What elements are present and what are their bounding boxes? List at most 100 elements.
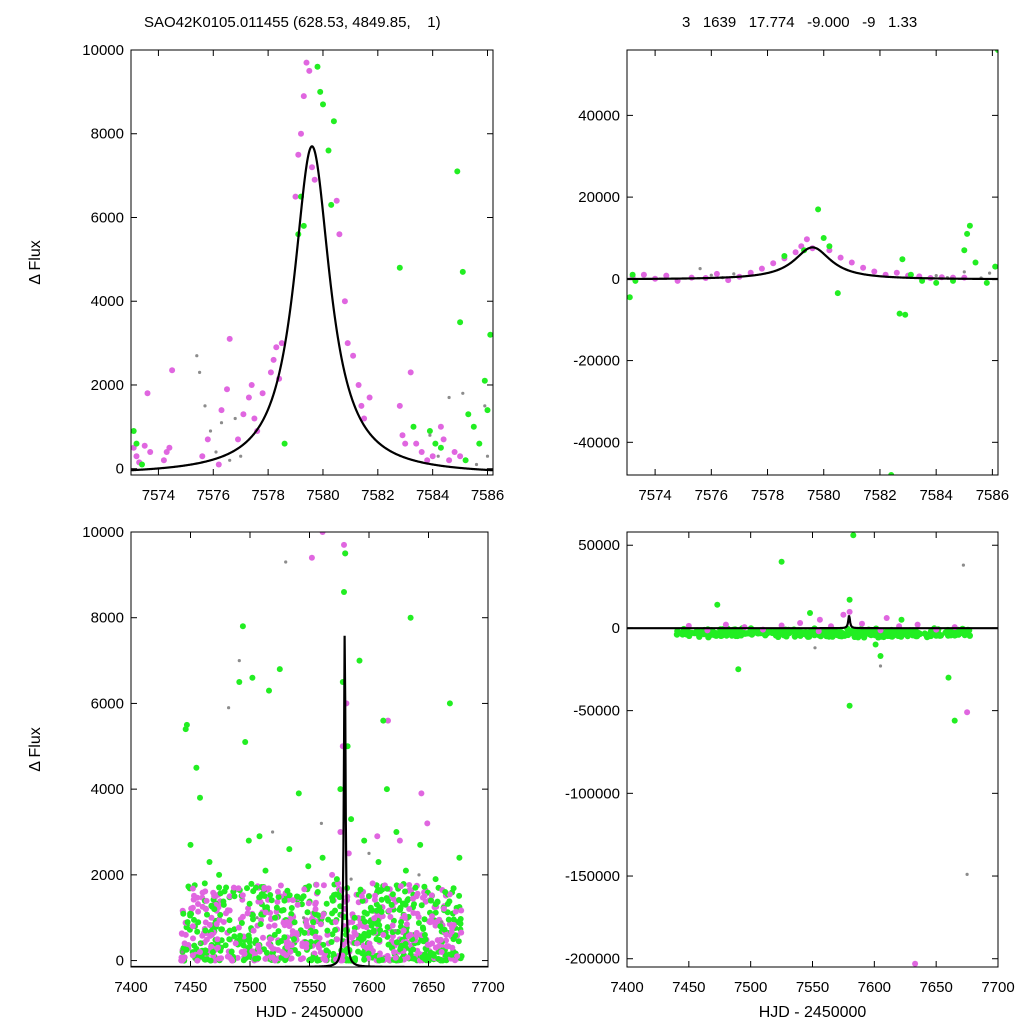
bottom-left-cloud-point — [208, 943, 215, 950]
bottom-left-cloud-point — [379, 956, 386, 963]
bottom-right-xtick-label: 7650 — [919, 979, 952, 996]
top-right-xtick-label: 7582 — [863, 487, 896, 504]
bottom-left-cloud-point — [231, 933, 238, 940]
bottom-right-magenta-point — [846, 608, 853, 615]
bottom-left-cloud-point — [218, 955, 225, 962]
bottom-left-cloud-point — [271, 931, 278, 938]
top-left-gray-point — [461, 391, 465, 395]
bottom-left-magenta-point — [220, 919, 227, 925]
top-right-magenta-point — [758, 265, 765, 272]
bottom-left-cloud-point — [253, 937, 260, 944]
top-left-magenta-point — [144, 390, 151, 397]
bottom-left-cloud-point — [406, 882, 413, 888]
bottom-left-cloud-point — [361, 956, 368, 963]
bottom-right-gray-point — [965, 872, 969, 877]
bottom-left-cloud-point — [226, 936, 233, 943]
bottom-left-green-point — [193, 764, 200, 771]
bottom-left-cloud-point — [195, 908, 202, 915]
top-right-green-point — [896, 310, 903, 317]
top-right-gray-point — [698, 267, 702, 271]
bottom-right-green-point — [877, 653, 884, 659]
top-left-magenta-point — [424, 457, 431, 464]
bottom-left-cloud-point — [393, 939, 400, 946]
bottom-left-cloud-point — [185, 883, 192, 890]
bottom-left-magenta-point — [329, 871, 336, 878]
bottom-left-cloud-point — [249, 912, 256, 919]
top-left-gray-point — [203, 404, 207, 408]
bottom-left-cloud-point — [406, 906, 413, 912]
bottom-left-gray-point — [237, 659, 241, 663]
top-right-fit-curve — [627, 246, 998, 281]
bottom-left-cloud-point — [320, 882, 327, 889]
bottom-left-cloud-point — [390, 917, 397, 924]
bottom-left-green-point — [226, 927, 233, 934]
bottom-left-green-point — [305, 863, 312, 870]
top-left-gray-point — [233, 416, 237, 421]
top-left-magenta-point — [311, 176, 318, 183]
bottom-right-gray-point — [878, 664, 883, 668]
bottom-right-band-point — [777, 629, 785, 636]
top-right-gray-point — [709, 273, 713, 277]
bottom-left-cloud-point — [414, 910, 421, 917]
top-left-green-point — [328, 201, 335, 208]
top-right-magenta-point — [803, 236, 810, 243]
bottom-right-band-point — [732, 632, 739, 640]
bottom-left-cloud-point — [435, 955, 442, 962]
top-left-ytick-label: 10000 — [82, 42, 124, 59]
top-right-xtick-label: 7578 — [751, 487, 784, 504]
bottom-left-magenta-point — [443, 931, 450, 938]
bottom-left-cloud-point — [229, 957, 236, 964]
bottom-right-points — [673, 532, 973, 967]
top-left-magenta-point — [451, 449, 458, 455]
bottom-left-cloud-point — [437, 937, 444, 943]
top-right-green-point — [815, 206, 822, 213]
top-right-green-point — [781, 253, 788, 259]
bottom-left-green-point — [407, 614, 414, 621]
bottom-left-cloud-point — [183, 946, 190, 953]
top-left-green-point — [131, 428, 137, 434]
top-right-panel: 7574 7576 7578 7580 7582 7584 7586 -40000 -20000… — [573, 49, 1009, 504]
bottom-left-green-point — [276, 666, 283, 673]
bottom-left-cloud-point — [432, 901, 439, 908]
bottom-left-cloud-point — [365, 950, 372, 957]
bottom-left-cloud-point — [260, 934, 266, 941]
bottom-left-magenta-point — [299, 940, 306, 947]
bottom-left-cloud-point — [360, 950, 367, 957]
top-left-magenta-point — [396, 402, 403, 409]
bottom-left-magenta-point — [358, 893, 365, 900]
bottom-left-cloud-point — [268, 897, 275, 904]
bottom-left-cloud-point — [267, 892, 274, 898]
bottom-left-ytick-label: 4000 — [91, 781, 124, 798]
bottom-left-cloud-point — [274, 888, 281, 895]
bottom-left-cloud-point — [403, 921, 410, 928]
bottom-right-band-point — [680, 630, 688, 637]
bottom-left-cloud-point — [397, 883, 404, 890]
top-left-green-point — [487, 331, 493, 338]
top-right-green-point — [992, 263, 998, 270]
bottom-left-cloud-point — [245, 932, 252, 939]
bottom-left-green-point — [236, 679, 243, 685]
top-left-ytick-label: 6000 — [91, 209, 124, 226]
bottom-right-green-point — [807, 610, 813, 616]
bottom-right-magenta-point — [816, 616, 823, 623]
bottom-left-cloud-point — [457, 920, 464, 927]
bottom-left-cloud-point — [258, 911, 265, 918]
bottom-left-green-point — [231, 893, 238, 900]
bottom-left-green-point — [272, 914, 278, 921]
bottom-right-band-point — [674, 628, 681, 635]
bottom-left-cloud-point — [273, 904, 280, 911]
bottom-right-magenta-point — [722, 621, 729, 628]
bottom-left-cloud-point — [373, 936, 380, 943]
bottom-left-cloud-point — [366, 940, 373, 947]
bottom-left-cloud-point — [182, 931, 189, 938]
top-left-green-point — [300, 222, 307, 229]
top-right-green-point — [933, 279, 940, 286]
top-left-gray-point — [485, 454, 490, 458]
bottom-left-green-point — [266, 687, 272, 694]
bottom-left-cloud-point — [421, 883, 428, 890]
bottom-left-magenta-point — [197, 949, 203, 955]
bottom-left-points — [178, 532, 465, 964]
bottom-left-magenta-point — [369, 880, 376, 887]
bottom-right-xtick-label: 7500 — [734, 979, 767, 996]
bottom-right-xtick-label: 7400 — [610, 979, 643, 996]
